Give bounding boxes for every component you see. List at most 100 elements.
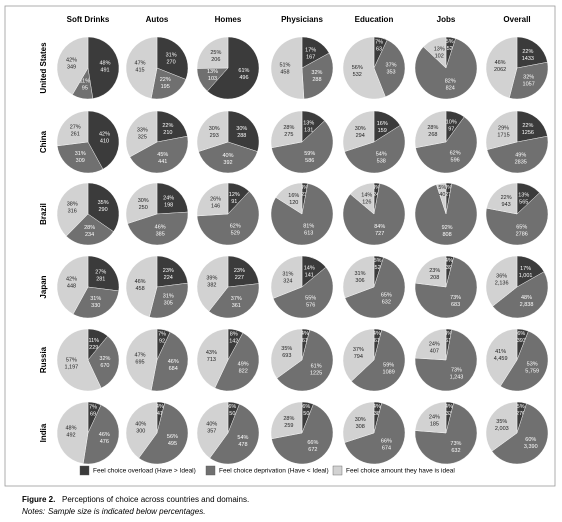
pie-slice	[214, 332, 260, 392]
percent-label: 55%	[305, 296, 316, 302]
legend-swatch	[332, 465, 343, 476]
percent-label: 66%	[381, 439, 392, 445]
pie-slice	[516, 110, 548, 143]
pie-slice	[342, 255, 375, 299]
percent-label: 23%	[163, 268, 174, 274]
percent-label: 66%	[307, 440, 318, 446]
pie-slice	[56, 328, 102, 392]
percent-label: 24%	[429, 414, 440, 420]
pie-slice	[350, 182, 375, 215]
percent-label: 32%	[311, 70, 322, 76]
pie-slice	[414, 256, 478, 319]
column-header: Soft Drinks	[67, 15, 110, 24]
count-label: 167	[306, 54, 315, 60]
count-label: 476	[100, 439, 109, 445]
percent-label: 23%	[429, 268, 440, 274]
row-label: Japan	[39, 275, 48, 298]
percent-label: 22%	[522, 49, 533, 55]
pie-slice	[414, 110, 447, 149]
pie-slice	[156, 182, 189, 215]
pie-slice	[196, 328, 229, 389]
percent-label: 31%	[282, 271, 293, 277]
legend-label: Feel choice deprivation (Have < Ideal)	[219, 468, 329, 475]
percent-label: 54%	[376, 151, 387, 157]
count-label: 290	[99, 207, 108, 213]
percent-label: 7%	[375, 39, 383, 45]
count-label: 234	[85, 232, 94, 238]
count-label: 210	[163, 130, 172, 136]
pie-slice	[196, 182, 229, 217]
pie-slice	[414, 401, 447, 434]
count-label: 50	[303, 411, 309, 417]
percent-label: 42%	[99, 132, 110, 138]
count-label: 349	[67, 64, 76, 70]
percent-label: 46%	[99, 432, 110, 438]
percent-label: 40%	[222, 153, 233, 159]
percent-label: 73%	[451, 367, 462, 373]
pie-slice	[271, 120, 334, 174]
pie-slice	[342, 328, 375, 382]
count-label: 270	[516, 411, 525, 417]
percent-label: 14%	[361, 192, 372, 198]
percent-label: 3%	[444, 331, 452, 337]
percent-label: 16%	[288, 193, 299, 199]
percent-label: 31%	[75, 151, 86, 157]
pie-slice	[423, 36, 447, 69]
percent-label: 8%	[230, 331, 238, 337]
count-label: 309	[76, 158, 85, 164]
pie-slice	[56, 36, 89, 96]
pie-slice	[414, 328, 447, 361]
percent-label: 30%	[236, 126, 247, 132]
percent-label: 46%	[135, 279, 146, 285]
percent-label: 13%	[207, 69, 218, 75]
count-label: 63	[376, 46, 382, 52]
pie-slice	[485, 328, 518, 387]
count-label: 146	[211, 203, 220, 209]
percent-label: 37%	[386, 62, 397, 68]
count-label: 693	[282, 353, 291, 359]
percent-label: 84%	[374, 224, 385, 230]
pie-slice	[344, 125, 406, 174]
column-header: Physicians	[281, 15, 323, 24]
percent-label: 62%	[450, 150, 461, 156]
pie-slice	[209, 403, 260, 465]
count-label: 1,197	[64, 365, 78, 371]
count-label: 683	[451, 302, 460, 308]
count-label: 357	[207, 429, 216, 435]
count-label: 392	[223, 160, 232, 166]
percent-label: 17%	[305, 47, 316, 53]
percent-label: 27%	[70, 125, 81, 131]
count-label: 824	[446, 85, 455, 91]
count-label: 325	[138, 134, 147, 140]
percent-label: 4%	[301, 331, 309, 337]
pie-slice	[414, 402, 478, 465]
count-label: 316	[68, 208, 77, 214]
count-label: 270	[167, 59, 176, 65]
row-label: Brazil	[39, 203, 48, 225]
percent-label: 60%	[525, 437, 536, 443]
count-label: 185	[430, 421, 439, 427]
pie-slice	[150, 67, 187, 100]
percent-label: 43%	[206, 350, 217, 356]
percent-label: 14%	[304, 266, 315, 272]
pie-slice	[344, 402, 406, 465]
percent-label: 13%	[303, 120, 314, 126]
percent-label: 13%	[518, 192, 529, 198]
percent-label: 6%	[517, 331, 525, 337]
count-label: 224	[164, 275, 173, 281]
count-label: 613	[304, 231, 313, 237]
count-label: 206	[211, 57, 220, 63]
percent-label: 46%	[168, 359, 179, 365]
count-label: 5,759	[525, 369, 539, 375]
legend-label: Feel choice amount they have is ideal	[346, 468, 455, 475]
percent-label: 28%	[84, 225, 95, 231]
count-label: 1256	[522, 130, 534, 136]
percent-label: 4%	[445, 258, 453, 264]
count-label: 2835	[515, 160, 527, 166]
pie-slice	[301, 52, 334, 100]
pie-slice	[129, 135, 189, 174]
pie-slice	[270, 36, 305, 100]
percent-label: 47%	[135, 352, 146, 358]
pie-slice	[127, 211, 189, 246]
pie-slice	[125, 36, 158, 99]
